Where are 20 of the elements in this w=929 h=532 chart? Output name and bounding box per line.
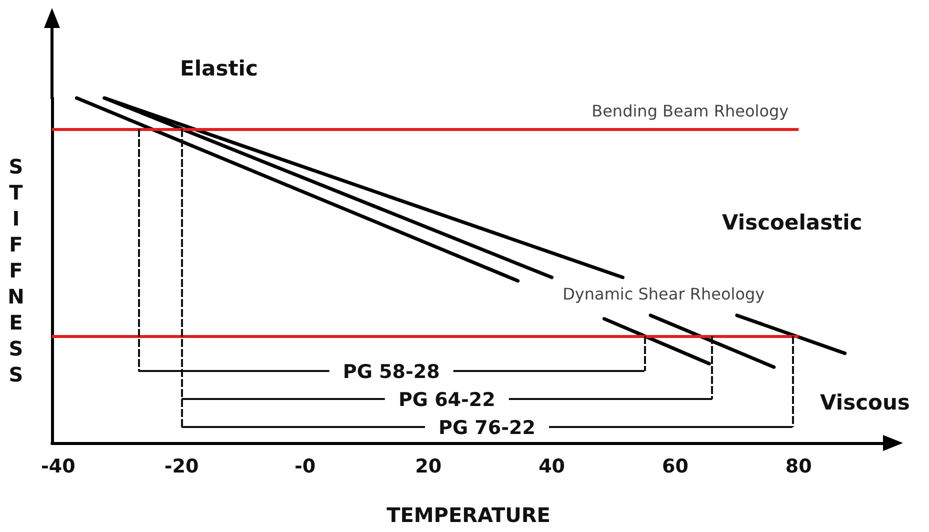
annotation: Viscous (820, 390, 910, 414)
x-tick-label: 20 (415, 456, 442, 478)
x-tick-label: -40 (41, 456, 76, 478)
x-tick-label: 60 (662, 456, 688, 478)
ref-line-label: Bending Beam Rheology (592, 102, 789, 121)
annotation: PG 76-22 (438, 417, 536, 439)
text: STIFFNESS (8, 154, 24, 386)
x-tick-label: 80 (785, 456, 812, 478)
bracket: PG 64-22 (182, 389, 712, 411)
annotation: PG 58-28 (342, 361, 440, 383)
annotation: PG 64-22 (398, 389, 496, 411)
bracket: PG 58-28 (138, 361, 644, 383)
x-tick-label: -20 (164, 456, 199, 478)
bracket: PG 76-22 (182, 417, 792, 439)
x-tick-label: 40 (538, 456, 566, 478)
text: Elastic (180, 56, 258, 80)
x-axis-title: TEMPERATURE (386, 503, 550, 527)
annotation: Viscoelastic (722, 210, 862, 234)
ref-line-label: Dynamic Shear Rheology (562, 284, 765, 304)
x-tick-label: -0 (294, 456, 316, 478)
